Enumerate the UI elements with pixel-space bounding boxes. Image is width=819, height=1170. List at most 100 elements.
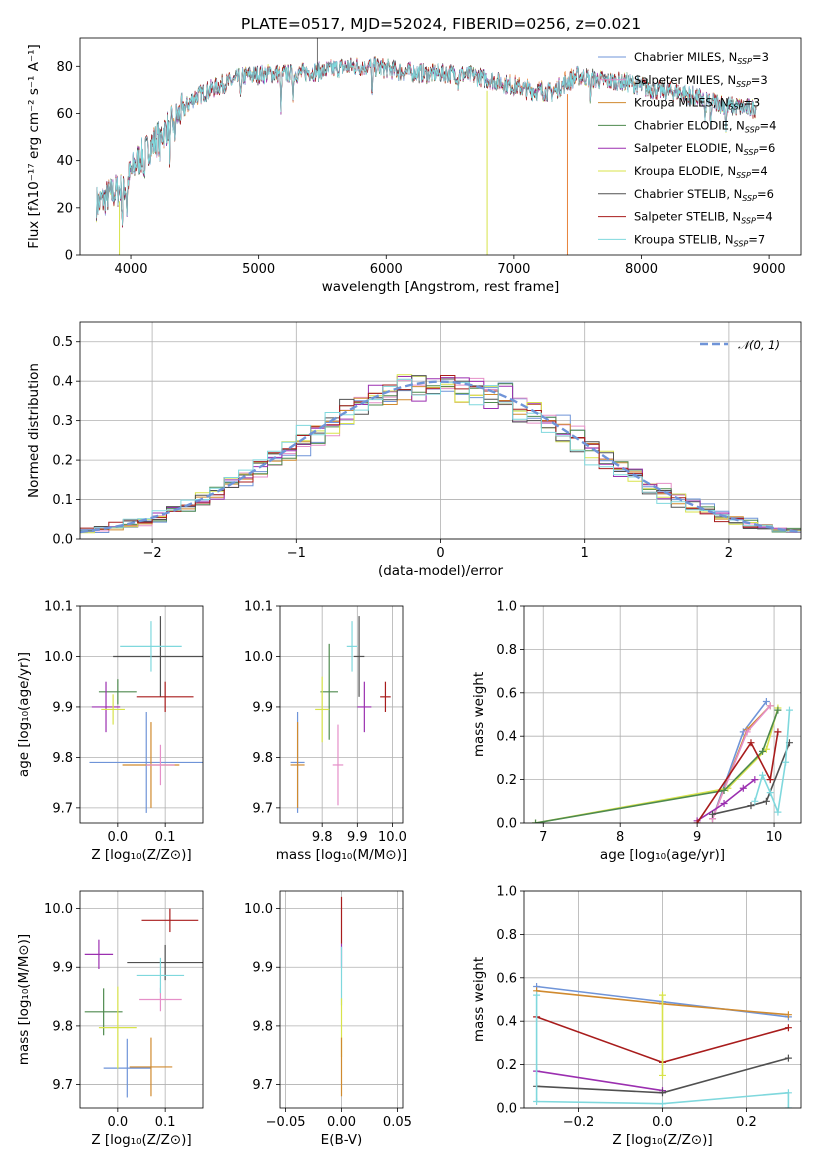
weight-marker — [693, 819, 701, 823]
tick-label-x: 4000 — [114, 262, 147, 277]
tick-label-y: 0.4 — [496, 1015, 517, 1030]
tick-label-x: 9000 — [753, 262, 786, 277]
tick-label-y: 9.7 — [52, 1078, 73, 1093]
tick-label-x: 10.0 — [378, 830, 407, 845]
weight-marker — [774, 706, 782, 714]
legend-entry: Kroupa STELIB, NSSP=7 — [634, 232, 765, 248]
tick-label-y: 10.0 — [44, 650, 73, 665]
axes-frame — [279, 605, 404, 824]
tick-label-y: 9.9 — [252, 700, 273, 715]
axes-massweight_vs_age: 7 8 9 10 0.0 0.2 0.4 0.6 0.8 1.0 — [496, 600, 801, 845]
axes-massweight_vs_Z: −0.2 0.0 0.2 0.0 0.2 0.4 0.6 0.8 1.0 — [496, 885, 801, 1130]
axes-residuals: −2 −1 0 1 2 0.0 0.1 0.2 0.3 0.4 0.5 — [52, 322, 801, 561]
x-axis-label: age [log₁₀(age/yr)] — [600, 847, 725, 863]
x-axis-label: wavelength [Angstrom, rest frame] — [322, 279, 560, 295]
tick-label-y: 0.2 — [496, 1058, 517, 1073]
tick-label-x: 2 — [725, 546, 733, 561]
weight-marker — [762, 797, 770, 805]
tick-label-y: 0.3 — [52, 414, 73, 429]
weight-marker — [784, 1054, 792, 1062]
x-axis-label: mass [log₁₀(M/M⊙)] — [276, 847, 407, 863]
weight-marker — [762, 697, 770, 705]
legend-entry: 𝒩(0, 1) — [738, 338, 780, 352]
axes-frame — [523, 605, 802, 824]
tick-label-y: 0.6 — [496, 971, 517, 986]
weight-marker — [659, 1089, 666, 1097]
tick-label-y: 10.1 — [244, 600, 273, 615]
axes-frame — [79, 890, 204, 1109]
weight-line — [754, 710, 791, 816]
tick-label-y: 0.4 — [52, 375, 73, 390]
x-axis-label: E(B-V) — [321, 1132, 363, 1148]
weight-marker — [751, 797, 759, 805]
axes-spectrum: 4000 5000 6000 7000 8000 9000 0 20 40 60 80 — [56, 60, 785, 277]
legend-entry: Chabrier MILES, NSSP=3 — [634, 50, 769, 66]
weight-marker — [785, 706, 793, 714]
y-axis-label: mass [log₁₀(M/M⊙)] — [16, 934, 32, 1065]
weight-marker — [759, 747, 767, 755]
weight-marker — [782, 758, 790, 766]
tick-label-y: 0.5 — [52, 335, 73, 350]
tick-label-x: 0.00 — [327, 1115, 356, 1130]
weight-line — [536, 1070, 663, 1092]
axes-frame — [79, 37, 802, 256]
axes-frame — [79, 605, 204, 824]
tick-label-x: 7 — [539, 830, 547, 845]
tick-label-x: 0.05 — [383, 1115, 412, 1130]
tick-label-x: 8 — [616, 830, 624, 845]
weight-marker — [766, 789, 774, 797]
x-axis-label: Z [log₁₀(Z/Z⊙)] — [91, 1132, 191, 1148]
tick-label-x: 1 — [581, 546, 589, 561]
weights-massweight_vs_age — [532, 697, 793, 823]
tick-label-y: 9.7 — [252, 1078, 273, 1093]
weight-marker — [766, 776, 774, 784]
tick-label-y: 0.8 — [496, 928, 517, 943]
weight-marker — [720, 799, 728, 807]
weight-line — [535, 707, 779, 823]
tick-label-y: 9.9 — [252, 961, 273, 976]
spectrum-series-line — [96, 58, 757, 226]
tick-label-x: 0.2 — [736, 1115, 757, 1130]
tick-label-y: 10.0 — [44, 902, 73, 917]
x-axis-label: Z [log₁₀(Z/Z⊙)] — [612, 1132, 712, 1148]
tick-label-y: 9.9 — [52, 700, 73, 715]
tick-label-y: 0 — [65, 249, 73, 264]
legend-entry: Salpeter STELIB, NSSP=4 — [634, 210, 773, 226]
tick-label-y: 10.0 — [244, 902, 273, 917]
weight-marker — [709, 810, 717, 818]
y-axis-label: Normed distribution — [26, 363, 42, 498]
tick-label-x: −0.2 — [563, 1115, 595, 1130]
errorbars-age_vs_mass — [290, 616, 391, 813]
weight-marker — [533, 991, 541, 999]
tick-label-y: 0.6 — [496, 686, 517, 701]
weight-marker — [784, 1011, 792, 1019]
weight-marker — [751, 776, 759, 784]
figure-title: PLATE=0517, MJD=52024, FIBERID=0256, z=0… — [241, 15, 641, 33]
axes-frame — [79, 321, 802, 540]
legend-entry: Kroupa ELODIE, NSSP=4 — [634, 164, 768, 180]
weight-marker — [747, 802, 755, 810]
tick-label-y: 0.1 — [52, 493, 73, 508]
axes-age_vs_Z: 0.0 0.1 9.7 9.8 9.9 10.0 10.1 — [44, 600, 203, 845]
weight-line — [712, 742, 791, 816]
tick-label-x: 0.1 — [155, 1115, 176, 1130]
tick-label-y: 20 — [56, 201, 73, 216]
x-axis-label: Z [log₁₀(Z/Z⊙)] — [91, 847, 191, 863]
weight-marker — [532, 819, 540, 823]
legend-entry: Chabrier ELODIE, NSSP=4 — [634, 118, 776, 134]
weights-massweight_vs_Z — [533, 982, 792, 1108]
tick-label-x: 0.0 — [108, 1115, 129, 1130]
x-axis-label: (data-model)/error — [378, 563, 504, 579]
tick-label-x: −1 — [287, 546, 306, 561]
tick-label-y: 60 — [56, 107, 73, 122]
errorbars-age_vs_Z — [89, 616, 203, 813]
tick-label-x: 9.8 — [312, 830, 333, 845]
tick-label-y: 0.0 — [496, 1102, 517, 1117]
axes-mass_vs_Z: 0.0 0.1 9.7 9.8 9.9 10.0 — [44, 891, 203, 1130]
y-axis-label: mass weight — [471, 672, 487, 757]
tick-label-y: 0.4 — [496, 730, 517, 745]
weight-marker — [533, 1097, 541, 1105]
tick-label-y: 9.7 — [252, 801, 273, 816]
y-axis-label: age [log₁₀(age/yr)] — [16, 652, 32, 777]
